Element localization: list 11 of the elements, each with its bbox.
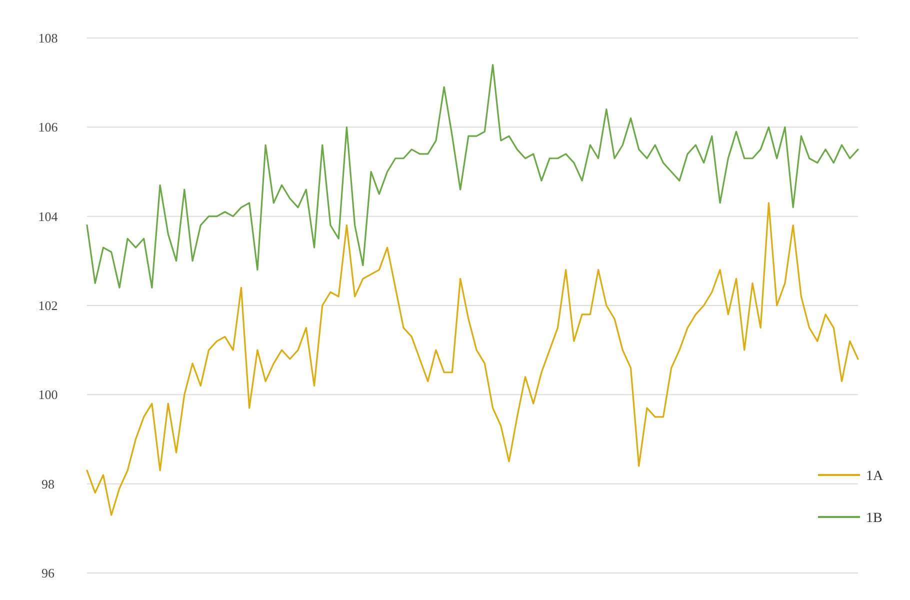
line-series bbox=[86, 202, 859, 516]
y-tick-label: 98 bbox=[42, 476, 54, 492]
legend-label: 1B bbox=[866, 510, 882, 526]
y-tick-label: 104 bbox=[38, 208, 58, 224]
legend-label: 1A bbox=[866, 468, 884, 484]
line-series bbox=[86, 64, 859, 288]
y-tick-label: 108 bbox=[38, 30, 58, 46]
y-tick-label: 106 bbox=[38, 120, 58, 135]
y-tick-label: 102 bbox=[38, 298, 58, 314]
y-tick-label: 96 bbox=[42, 566, 55, 581]
y-tick-label: 100 bbox=[38, 387, 58, 402]
